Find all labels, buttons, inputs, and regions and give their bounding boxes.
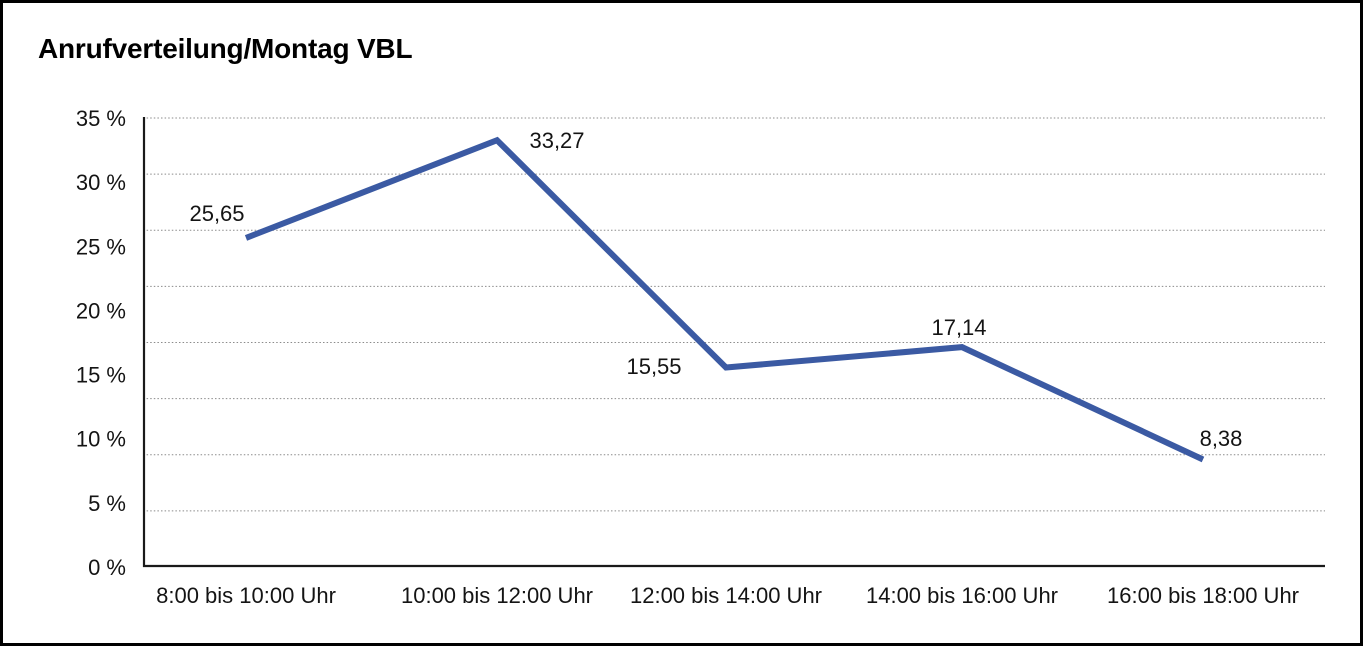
x-category-label: 12:00 bis 14:00 Uhr	[630, 583, 822, 608]
y-tick-label: 25 %	[76, 234, 126, 259]
y-tick-label: 20 %	[76, 298, 126, 323]
axes	[142, 117, 1325, 568]
y-tick-label: 30 %	[76, 170, 126, 195]
x-axis-labels: 8:00 bis 10:00 Uhr 10:00 bis 12:00 Uhr 12:…	[156, 583, 1299, 608]
y-tick-label: 15 %	[76, 363, 126, 388]
data-value-label: 15,55	[626, 354, 681, 379]
data-labels: 25,65 33,27 15,55 17,14 8,38	[189, 128, 1242, 451]
gridlines	[143, 117, 1325, 512]
data-line	[244, 136, 1205, 463]
y-tick-label: 35 %	[76, 106, 126, 131]
y-tick-label: 0 %	[88, 555, 126, 580]
data-value-label: 8,38	[1200, 426, 1243, 451]
chart-title: Anrufverteilung/Montag VBL	[38, 33, 412, 64]
y-axis-labels: 0 % 5 % 10 % 15 % 20 % 25 % 30 % 35 %	[76, 106, 126, 580]
y-tick-label: 10 %	[76, 427, 126, 452]
x-category-label: 14:00 bis 16:00 Uhr	[866, 583, 1058, 608]
data-value-label: 33,27	[529, 128, 584, 153]
data-value-label: 25,65	[189, 201, 244, 226]
data-value-label: 17,14	[931, 315, 986, 340]
y-tick-label: 5 %	[88, 491, 126, 516]
x-category-label: 10:00 bis 12:00 Uhr	[401, 583, 593, 608]
x-category-label: 8:00 bis 10:00 Uhr	[156, 583, 336, 608]
x-category-label: 16:00 bis 18:00 Uhr	[1107, 583, 1299, 608]
